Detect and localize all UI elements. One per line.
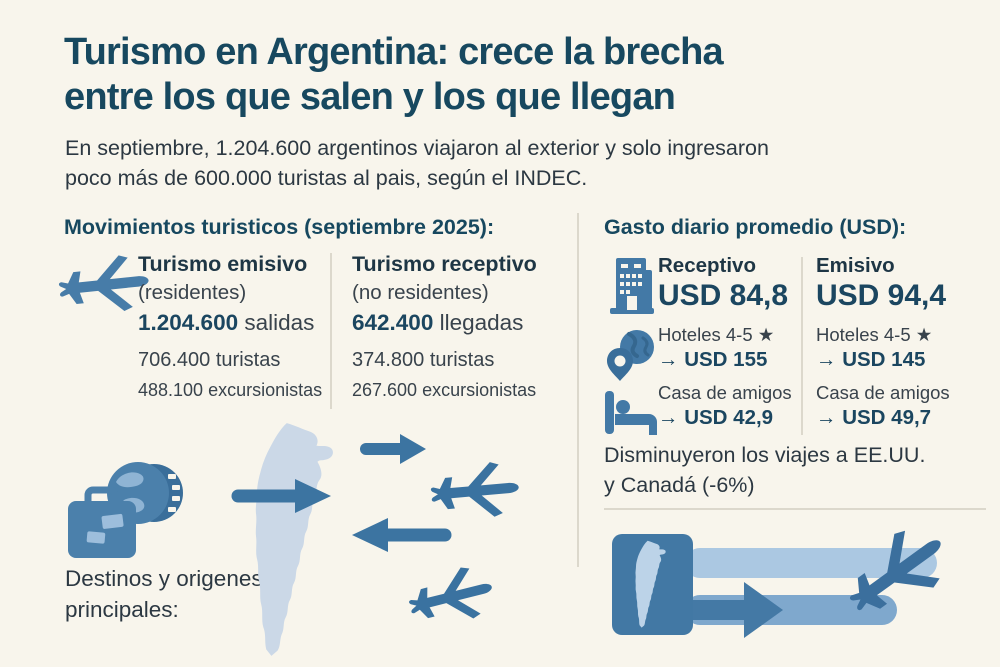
receptivo-title: Turismo receptivo [352,252,537,276]
spend-emisivo-hotels-label: Hoteles 4-5 ★ [816,324,933,345]
emisivo-main-label: salidas [238,310,315,335]
spend-receptivo-title: Receptivo [658,254,756,277]
spend-receptivo-total: USD 84,8 [658,279,789,312]
receptivo-main-value: 642.400 [352,310,434,335]
arrow-right-icon [231,479,331,513]
emisivo-main: 1.204.600 salidas [138,310,314,336]
note-line2: y Canadá (-6%) [604,473,755,497]
subtitle-line2: poco más de 600.000 turistas al pais, se… [65,166,588,190]
spend-receptivo-hotels-label: Hoteles 4-5 ★ [658,324,775,345]
arrow-right-small-icon [360,434,426,464]
subtitle-line1: En septiembre, 1.204.600 argentinos viaj… [65,136,769,160]
spend-emisivo-total: USD 94,4 [816,279,947,312]
bed-icon [605,391,657,435]
page-title-line1: Turismo en Argentina: crece la brecha [64,31,724,73]
flow-arrow [685,582,783,638]
page-title-line2: entre los que salen y los que llegan [64,76,676,118]
hotel-building-icon [610,258,654,314]
outbound-flow-graphic [612,514,960,638]
emisivo-excursionistas: 488.100 excursionistas [138,380,323,400]
spending-heading: Gasto diario promedio (USD): [604,215,907,239]
flow-band-light [685,548,937,578]
receptivo-turistas: 374.800 turistas [352,349,495,371]
destinations-label-line2: principales: [65,597,179,622]
arriving-plane-icon [400,556,502,638]
receptivo-excursionistas: 267.600 excursionistas [352,380,537,400]
spend-receptivo-friends-value: → USD 42,9 [658,406,774,429]
emisivo-main-value: 1.204.600 [138,310,239,335]
spend-emisivo-friends-label: Casa de amigos [816,382,950,403]
receptivo-main: 642.400 llegadas [352,310,523,336]
spending-column-divider [801,257,803,435]
spend-receptivo-friends-label: Casa de amigos [658,382,792,403]
destinations-label-line1: Destinos y origenes [65,566,263,591]
section-divider [577,213,579,567]
note-divider [604,508,986,510]
emisivo-subtitle: (residentes) [138,281,247,304]
movements-column-divider [330,253,332,409]
note-line1: Disminuyeron los viajes a EE.UU. [604,443,926,467]
receptivo-main-label: llegadas [433,310,524,335]
movements-heading: Movimientos turisticos (septiembre 2025)… [64,215,495,239]
spend-emisivo-hotels-value: → USD 145 [816,348,926,371]
emisivo-turistas: 706.400 turistas [138,349,281,371]
spend-emisivo-friends-value: → USD 49,7 [816,406,932,429]
spend-receptivo-hotels-value: → USD 155 [658,348,768,371]
arrow-left-icon [352,518,452,552]
emisivo-title: Turismo emisivo [138,252,308,276]
departing-plane-icon [425,455,524,527]
receptivo-subtitle: (no residentes) [352,281,489,304]
spend-emisivo-title: Emisivo [816,254,895,277]
globe-pin-icon [607,330,654,381]
argentina-map [252,421,344,657]
suitcase-icon [68,486,136,558]
